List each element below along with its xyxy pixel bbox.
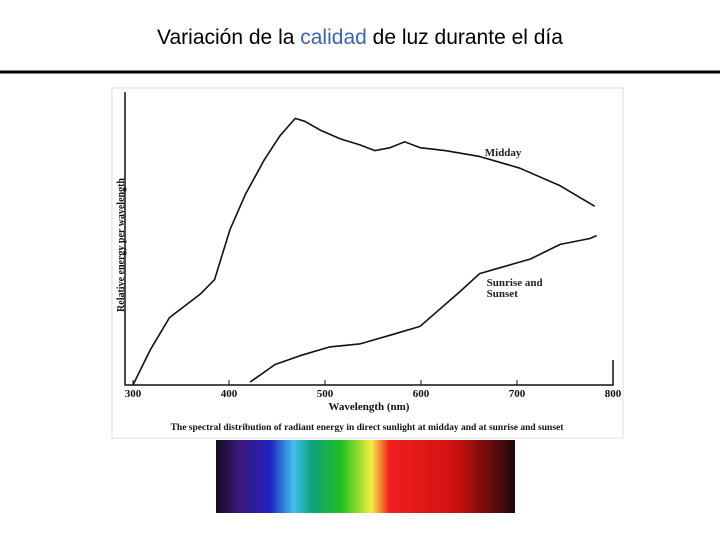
series-label: Sunrise and Sunset (486, 276, 543, 300)
title-part: Variación de la (157, 26, 301, 49)
title-part: de luz durante el día (366, 26, 563, 49)
x-tick-label: 500 (317, 388, 334, 400)
spectrum (216, 440, 515, 513)
x-axis-label: Wavelength (nm) (329, 401, 410, 413)
x-tick-label: 700 (509, 388, 526, 400)
axis-frame (124, 92, 614, 386)
series-line (132, 117, 596, 386)
title-highlight: calidad (300, 26, 367, 49)
figure-frame (111, 87, 624, 439)
caption: The spectral distribution of radiant ene… (171, 423, 565, 433)
x-tick-label: 600 (413, 388, 430, 400)
series-line (249, 234, 597, 383)
x-tick-label: 300 (125, 388, 142, 400)
series-label: Midday (484, 147, 522, 160)
x-tick-label: 800 (605, 388, 622, 400)
y-axis-label: Relative energy per wavelength (116, 178, 127, 312)
x-tick-label: 400 (221, 388, 238, 400)
slide-title: Variación de la calidad de luz durante e… (0, 26, 720, 50)
